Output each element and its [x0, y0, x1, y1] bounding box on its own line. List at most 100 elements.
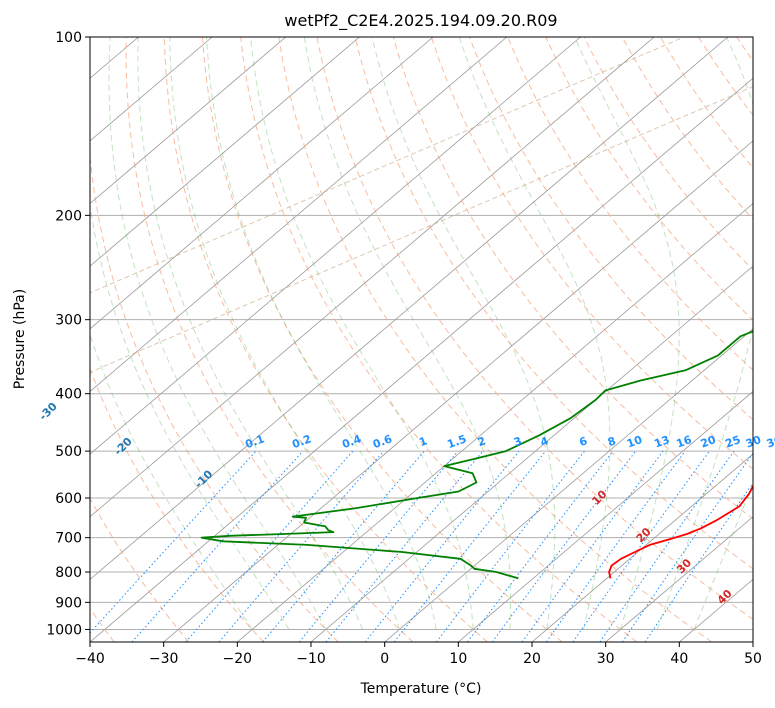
mixing-ratio-line	[325, 450, 484, 642]
dry-adiabat-line	[507, 37, 753, 371]
y-axis: 100 200 300 400 500 600 700 800 900 1000	[46, 30, 90, 638]
moist-adiabat-line	[169, 37, 400, 630]
mixing-ratio-label: 3	[512, 434, 524, 449]
y-tick-label: 300	[55, 313, 82, 329]
x-tick-label: 30	[597, 651, 615, 667]
x-tick-label: −40	[75, 651, 105, 667]
isotherm-line	[90, 37, 581, 455]
isotherm-line	[163, 140, 753, 642]
chart-title: wetPf2_C2E4.2025.194.09.20.R09	[284, 11, 557, 31]
y-tick-label: 700	[55, 531, 82, 547]
moist-adiabat-line	[206, 37, 437, 630]
dry-adiabat-line	[90, 151, 339, 642]
mixing-ratio-line	[364, 450, 520, 642]
mixing-ratio-label: 13	[652, 433, 671, 450]
dry-adiabat-line	[354, 37, 753, 570]
x-tick-label: 20	[523, 651, 541, 667]
x-tick-label: 10	[449, 651, 467, 667]
moist-adiabat-line	[137, 37, 364, 630]
dewpoint-profile-line	[200, 330, 753, 580]
mixing-ratio-line	[644, 482, 753, 642]
background-lines	[90, 37, 753, 642]
y-tick-label: 1000	[46, 622, 82, 638]
dry-adiabat-line	[125, 37, 414, 642]
isotherm-line	[90, 37, 508, 392]
mixing-ratio-line	[521, 450, 664, 642]
isotherm-line	[90, 37, 213, 142]
moist-adiabat-line	[458, 37, 611, 630]
mixing-ratio-line	[621, 452, 753, 642]
mixing-ratio-line	[393, 450, 546, 642]
dry-adiabat-line	[659, 37, 753, 169]
mixing-ratio-label: 36	[765, 433, 775, 451]
y-tick-label: 800	[55, 565, 82, 581]
mixing-ratio-label: 30	[744, 433, 763, 451]
y-tick-label: 400	[55, 387, 82, 403]
mixing-ratio-label: 0.4	[340, 432, 363, 451]
mixing-ratio-label: 0.1	[243, 432, 266, 451]
mixing-ratio-label: 16	[675, 433, 694, 451]
dry-adiabat-line	[278, 37, 712, 642]
isotherm-line	[90, 37, 655, 518]
y-tick-label: 900	[55, 595, 82, 611]
moist-adiabat-line	[574, 37, 680, 630]
moist-adiabat-line	[656, 37, 753, 630]
y-tick-label: 100	[55, 30, 82, 46]
y-axis-title: Pressure (hPa)	[12, 289, 28, 389]
isotherm-line	[605, 516, 753, 642]
x-tick-label: −10	[296, 651, 326, 667]
isotherm-line	[90, 77, 753, 642]
x-tick-label: 40	[670, 651, 688, 667]
moist-adiabat-line	[303, 37, 511, 630]
isotherm-line	[90, 37, 434, 330]
isotherm-line	[531, 453, 753, 642]
mixing-ratio-line	[131, 450, 304, 642]
mixing-ratio-line	[545, 450, 686, 642]
x-tick-label: 0	[380, 651, 389, 667]
dry-adiabat-line	[583, 37, 753, 271]
x-axis: −40 −30 −20 −10 0 10 20 30 40 50	[75, 642, 762, 667]
mixing-ratio-label: 20	[699, 433, 718, 451]
mixing-ratio-label: 1	[417, 434, 429, 449]
moist-adiabat-line	[250, 37, 474, 630]
y-tick-label: 200	[55, 208, 82, 224]
adiabat-curve-line	[90, 37, 685, 294]
mixing-ratio-line	[491, 450, 637, 642]
dry-adiabat-line	[392, 37, 753, 520]
dry-adiabat-line	[202, 37, 563, 642]
y-tick-label: 500	[55, 444, 82, 460]
mixing-ratio-label: 6	[577, 434, 589, 449]
x-axis-title: Temperature (°C)	[360, 681, 482, 697]
mixing-ratio-line	[572, 450, 710, 642]
y-tick-label: 600	[55, 491, 82, 507]
isotherm-line	[237, 202, 753, 642]
isotherm-line	[90, 37, 287, 205]
dry-adiabat-line	[163, 37, 488, 642]
isotherm-line	[310, 265, 753, 642]
mixing-ratio-label: 25	[724, 433, 743, 450]
mixing-ratio-label: 8	[606, 434, 618, 449]
moist-adiabat-line	[90, 202, 290, 630]
moist-adiabat-line	[90, 332, 253, 630]
dry-adiabat-line	[469, 37, 753, 421]
x-tick-label: −30	[149, 651, 179, 667]
mixing-ratio-line	[298, 450, 459, 642]
dry-adiabat-line	[90, 497, 190, 642]
x-tick-label: −20	[223, 651, 253, 667]
mixing-ratio-label: 10	[625, 433, 644, 451]
series-layer	[200, 330, 753, 580]
dry-adiabat-line	[240, 37, 638, 642]
isotherm-line	[384, 328, 753, 642]
mixing-ratio-line	[599, 450, 735, 642]
moist-adiabat-line	[371, 37, 556, 630]
dry-adiabat-line	[316, 37, 753, 620]
mixing-ratio-label: 0.2	[290, 432, 313, 451]
plot-frame	[89, 36, 754, 643]
mixing-ratio-line	[262, 450, 425, 642]
mixing-ratio-label: 4	[539, 434, 551, 449]
adiabat-curve-line	[90, 86, 753, 373]
isotherm-line	[90, 37, 729, 580]
